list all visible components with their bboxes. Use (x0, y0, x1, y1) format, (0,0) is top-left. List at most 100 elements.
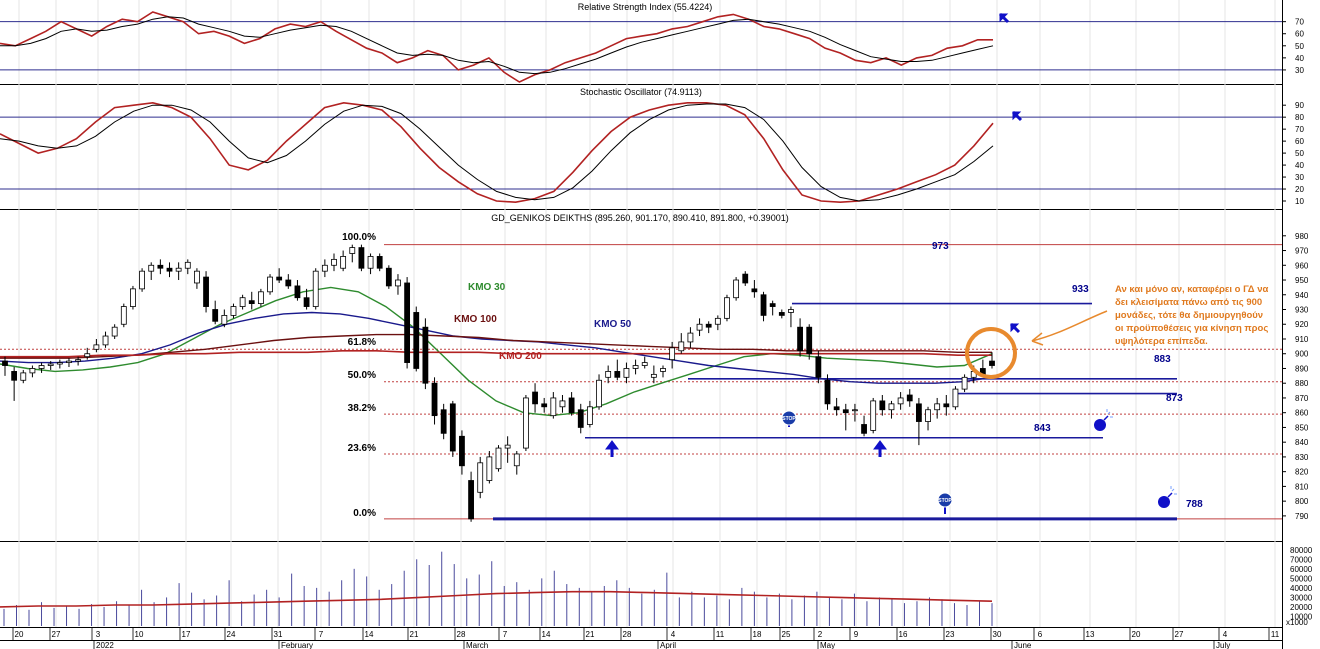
pointer-arrow-icon (1011, 110, 1023, 122)
candle-body (468, 480, 474, 520)
candle-body (285, 279, 292, 287)
candle-body (184, 261, 191, 269)
candle-body (139, 270, 145, 290)
svg-text:STOP: STOP (782, 416, 796, 422)
stop-sign-icon: STOP (937, 492, 953, 514)
fib-label-382: 38.2% (348, 403, 376, 414)
candle-body (431, 382, 438, 417)
x-tick-label: 28 (457, 630, 466, 639)
x-tick-label: 9 (854, 630, 859, 639)
candle-body (47, 363, 54, 366)
y-tick-label: 60000 (1290, 565, 1313, 574)
candle-body (751, 288, 758, 293)
candle-body (989, 360, 995, 366)
candle-body (212, 309, 219, 322)
y-tick-label: 830 (1295, 453, 1309, 462)
moving-average-line (0, 333, 992, 359)
pointer-arrow-icon (1009, 322, 1021, 334)
y-tick-label: 50 (1295, 149, 1304, 158)
price-title: GD_GENIKOS DEIKTHS (895.260, 901.170, 89… (491, 213, 788, 223)
candle-body (376, 256, 383, 269)
candle-body (696, 323, 703, 331)
y-tick-label: 900 (1295, 350, 1309, 359)
candle-body (577, 409, 584, 428)
up-arrow-icon (605, 440, 619, 457)
candle-body (257, 291, 264, 305)
candle-body (130, 288, 136, 307)
pointer-arrow-icon (998, 12, 1010, 24)
month-label: April (660, 641, 676, 649)
rsi-title: Relative Strength Index (55.4224) (578, 2, 713, 12)
candle-body (331, 258, 337, 266)
candle-body (586, 406, 593, 425)
y-tick-label: 60 (1295, 137, 1304, 146)
y-tick-label: 30 (1295, 66, 1304, 75)
candle-body (724, 297, 730, 319)
x-tick-label: 4 (1223, 630, 1228, 639)
annotation-line-4: οι προϋποθέσεις για κίνηση προς (1115, 323, 1268, 334)
svg-text:STOP: STOP (938, 498, 952, 504)
candle-body (175, 267, 182, 272)
x-tick-label: 2 (818, 630, 823, 639)
candle-body (797, 326, 803, 352)
candle-body (760, 294, 767, 316)
x-tick-label: 17 (182, 630, 191, 639)
y-tick-label: 810 (1295, 482, 1309, 491)
candle-body (321, 264, 328, 272)
annotation-line-3: μονάδες, τότε θα δημιουργηθούν (1115, 310, 1263, 321)
x-tick-label: 28 (623, 630, 632, 639)
candle-body (404, 282, 411, 363)
candle-body (385, 267, 392, 287)
candle-body (605, 371, 612, 378)
y-tick-label: 890 (1295, 364, 1309, 373)
candle-body (669, 347, 676, 361)
y-tick-label: 30 (1295, 173, 1304, 182)
stop-sign-icon: STOP (781, 410, 797, 427)
level-label-873: 873 (1166, 393, 1183, 404)
x-tick-label: 14 (365, 630, 374, 639)
x-tick-label: 31 (274, 630, 283, 639)
y-tick-label: 30000 (1290, 593, 1313, 602)
candle-body (303, 297, 310, 307)
y-tick-label: 940 (1295, 291, 1309, 300)
fib-label-0: 0.0% (353, 508, 376, 519)
ma-label-kmo-30: KMO 30 (468, 282, 506, 293)
candle-body (943, 403, 950, 408)
candle-body (312, 270, 319, 307)
annotation-line-5: υψηλότερα επίπεδα. (1115, 336, 1208, 347)
volume-panel: 1000020000300004000050000600007000080000… (0, 546, 1313, 627)
ma-label-kmo-200: KMO 200 (499, 351, 542, 362)
level-label-788: 788 (1186, 499, 1203, 510)
level-label-933: 933 (1072, 284, 1089, 295)
x-tick-label: 11 (1271, 630, 1280, 639)
x-tick-label: 6 (1038, 630, 1043, 639)
axes: 20 27 3 10 17 24 31 7 14 21 28 7 14 21 28 4 11 18 25 2 9 16 23… (0, 627, 1282, 649)
up-arrow-icon (873, 440, 887, 457)
candle-body (422, 326, 429, 384)
bomb-icon (1158, 486, 1177, 508)
y-tick-label: 40000 (1290, 584, 1313, 593)
candle-body (513, 453, 520, 467)
indicator-line (0, 101, 994, 204)
candle-body (395, 279, 401, 287)
annotation-line-2: δει κλεισίματα πάνω από τις 900 (1115, 297, 1262, 308)
level-label-883: 883 (1154, 354, 1171, 365)
fib-label-50: 50.0% (348, 370, 376, 381)
y-tick-label: 950 (1295, 276, 1309, 285)
y-tick-label: 80 (1295, 113, 1304, 122)
y-tick-label: 50000 (1290, 574, 1313, 583)
candle-body (952, 388, 959, 408)
month-label: March (466, 641, 488, 649)
candle-body (194, 270, 200, 284)
y-tick-label: 80000 (1290, 546, 1313, 555)
candle-body (504, 444, 511, 449)
candle-body (11, 371, 18, 381)
ma-label-kmo-100: KMO 100 (454, 314, 497, 325)
candle-body (477, 462, 484, 493)
candle-body (733, 279, 740, 299)
level-label-843: 843 (1034, 423, 1051, 434)
candle-body (358, 247, 365, 269)
candle-body (120, 306, 127, 325)
candle-body (248, 300, 255, 305)
y-tick-label: 70 (1295, 18, 1304, 27)
